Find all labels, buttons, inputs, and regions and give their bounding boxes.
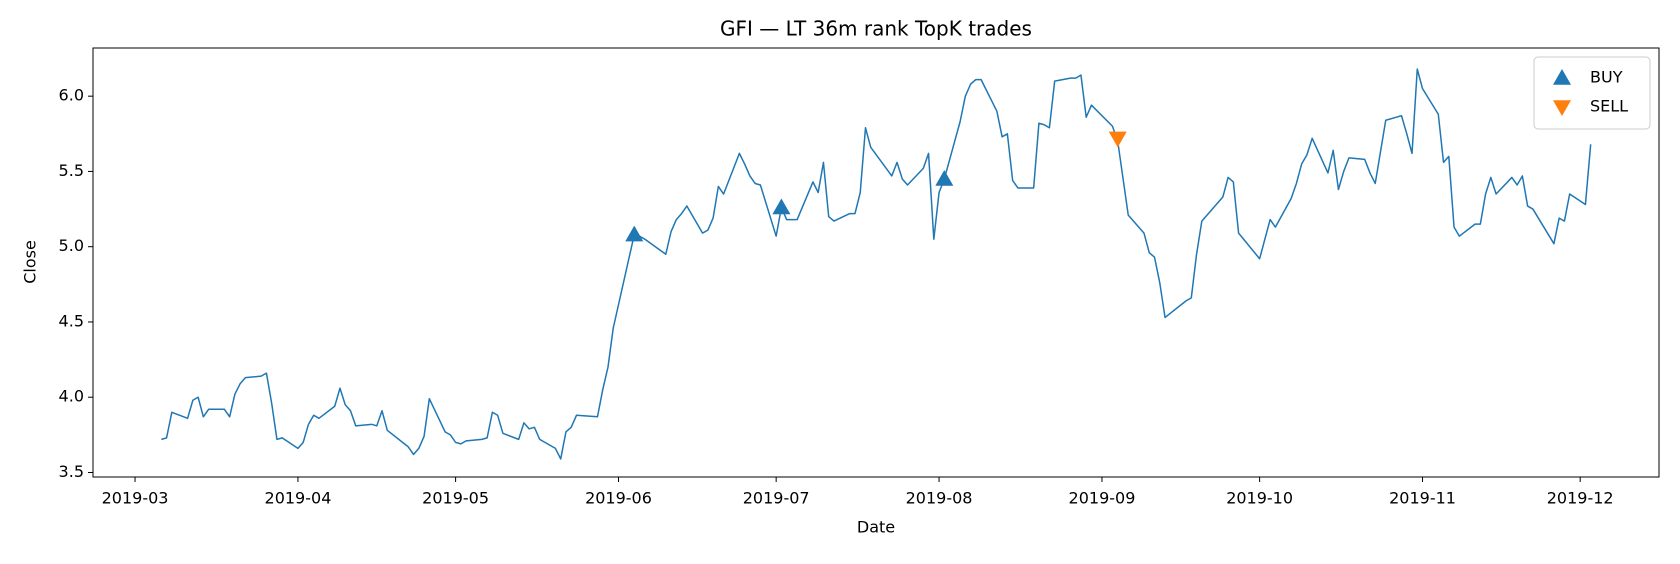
x-tick-label: 2019-06: [585, 489, 652, 508]
y-tick-label: 4.5: [59, 311, 84, 330]
axes-frame: [92, 47, 1660, 478]
legend: BUY SELL: [1533, 56, 1651, 130]
y-tick-label: 5.5: [59, 161, 84, 180]
y-tick-label: 4.0: [59, 387, 84, 406]
trade-marker: [625, 225, 644, 242]
trade-marker: [935, 169, 954, 186]
x-tick-label: 2019-12: [1547, 489, 1614, 508]
legend-label: SELL: [1590, 97, 1628, 116]
y-tick-label: 3.5: [59, 462, 84, 481]
y-tick-label: 5.0: [59, 236, 84, 255]
trade-marker: [1108, 131, 1127, 148]
y-tick-label: 6.0: [59, 86, 84, 105]
legend-label: BUY: [1590, 68, 1623, 87]
legend-marker: [1553, 100, 1571, 116]
y-axis-label: Close: [21, 240, 40, 284]
x-tick-label: 2019-07: [743, 489, 810, 508]
x-tick-label: 2019-09: [1069, 489, 1136, 508]
price-line: [161, 68, 1592, 460]
x-tick-label: 2019-08: [906, 489, 973, 508]
x-tick-label: 2019-11: [1389, 489, 1456, 508]
x-axis-label: Date: [857, 518, 895, 537]
x-tick-label: 2019-10: [1226, 489, 1293, 508]
x-tick-label: 2019-03: [102, 489, 169, 508]
trade-marker: [772, 198, 791, 215]
x-tick-label: 2019-04: [265, 489, 332, 508]
legend-marker: [1553, 69, 1571, 85]
x-tick-label: 2019-05: [422, 489, 489, 508]
chart-title: GFI — LT 36m rank TopK trades: [720, 17, 1032, 41]
